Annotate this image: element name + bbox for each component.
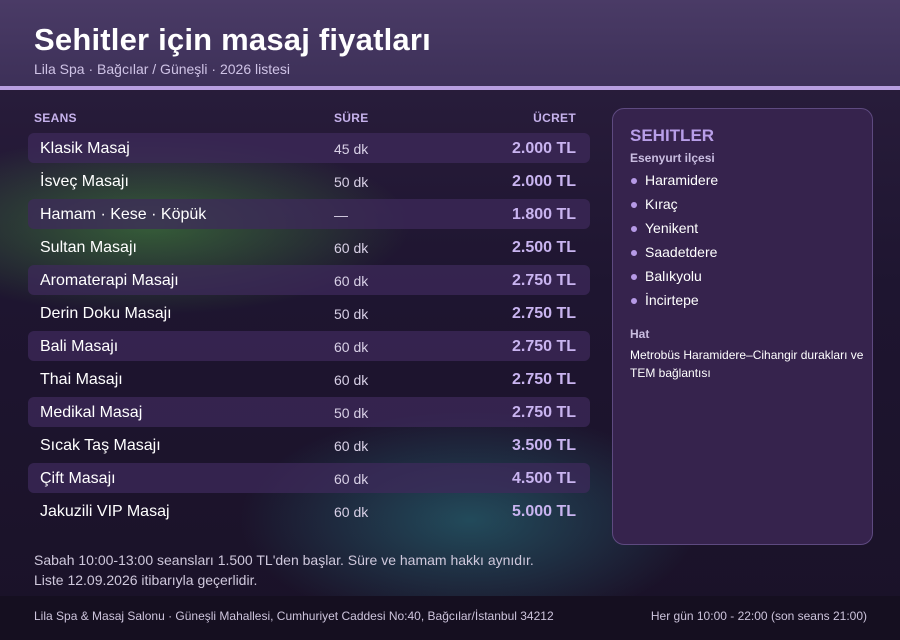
neighborhood-label: Haramidere [645, 172, 719, 188]
bullet-icon [631, 178, 637, 184]
session-duration: 45 dk [334, 141, 369, 157]
footer-address: Lila Spa & Masaj Salonu · Güneşli Mahall… [34, 609, 554, 623]
session-name: Sultan Masajı [40, 239, 137, 256]
table-row: Sıcak Taş Masajı 60 dk 3.500 TL [28, 430, 590, 460]
page-subtitle: Lila Spa · Bağcılar / Güneşli · 2026 lis… [34, 61, 291, 77]
table-row: Hamam · Kese · Köpük — 1.800 TL [28, 199, 590, 229]
validity-note: Liste 12.09.2026 itibarıyla geçerlidir. [34, 572, 258, 588]
session-name: Thai Masajı [40, 371, 123, 388]
table-row: Aromaterapi Masajı 60 dk 2.750 TL [28, 265, 590, 295]
morning-price-note: Sabah 10:00-13:00 seansları 1.500 TL'den… [34, 552, 534, 568]
session-name: Hamam · Kese · Köpük [40, 206, 207, 223]
column-header-price: ÜCRET [533, 111, 576, 125]
panel-title: SEHITLER [630, 126, 715, 145]
session-price: 4.500 TL [511, 470, 576, 487]
bullet-icon [631, 274, 637, 280]
session-duration: 60 dk [334, 339, 369, 355]
session-price: 2.750 TL [511, 371, 576, 388]
bullet-icon [631, 298, 637, 304]
location-panel: SEHITLER Esenyurt ilçesi Haramidere Kıra… [612, 108, 873, 545]
table-row: Sultan Masajı 60 dk 2.500 TL [28, 232, 590, 262]
session-price: 2.750 TL [511, 404, 576, 421]
column-header-session: SEANS [34, 111, 77, 125]
table-row: Derin Doku Masajı 50 dk 2.750 TL [28, 298, 590, 328]
footer-hours: Her gün 10:00 - 22:00 (son seans 21:00) [650, 609, 867, 623]
session-price: 2.750 TL [511, 272, 576, 289]
panel-district: Esenyurt ilçesi [630, 151, 715, 165]
session-price: 1.800 TL [511, 206, 576, 223]
session-name: Klasik Masaj [40, 140, 130, 157]
price-table: Klasik Masaj 45 dk 2.000 TL İsveç Masajı… [28, 133, 590, 529]
session-name: Sıcak Taş Masajı [40, 437, 161, 454]
table-row: Thai Masajı 60 dk 2.750 TL [28, 364, 590, 394]
bullet-icon [631, 226, 637, 232]
session-duration: — [334, 207, 348, 223]
table-row: Çift Masajı 60 dk 4.500 TL [28, 463, 590, 493]
session-price: 2.000 TL [511, 173, 576, 190]
table-row: Jakuzili VIP Masaj 60 dk 5.000 TL [28, 496, 590, 526]
transit-heading: Hat [630, 327, 650, 341]
neighborhood-label: Yenikent [645, 220, 699, 236]
page-header: Sehitler için masaj fiyatları Lila Spa ·… [0, 0, 900, 90]
session-duration: 50 dk [334, 405, 369, 421]
session-name: İsveç Masajı [40, 173, 129, 190]
table-row: Medikal Masaj 50 dk 2.750 TL [28, 397, 590, 427]
neighborhood-label: Kıraç [645, 196, 678, 212]
session-name: Aromaterapi Masajı [40, 272, 179, 289]
bullet-icon [631, 202, 637, 208]
session-duration: 60 dk [334, 273, 369, 289]
table-row: Bali Masajı 60 dk 2.750 TL [28, 331, 590, 361]
session-duration: 60 dk [334, 372, 369, 388]
session-duration: 50 dk [334, 306, 369, 322]
neighborhood-label: Saadetdere [645, 244, 718, 260]
session-price: 2.000 TL [511, 140, 576, 157]
neighborhood-label: İncirtepe [645, 292, 699, 308]
neighborhood-label: Balıkyolu [645, 268, 702, 284]
table-row: İsveç Masajı 50 dk 2.000 TL [28, 166, 590, 196]
session-name: Jakuzili VIP Masaj [40, 503, 170, 520]
session-name: Medikal Masaj [40, 404, 143, 421]
session-duration: 60 dk [334, 438, 369, 454]
table-row: Klasik Masaj 45 dk 2.000 TL [28, 133, 590, 163]
session-price: 5.000 TL [511, 503, 576, 520]
session-price: 2.750 TL [511, 305, 576, 322]
page-footer: Lila Spa & Masaj Salonu · Güneşli Mahall… [0, 596, 900, 640]
session-name: Bali Masajı [40, 338, 119, 355]
column-header-duration: SÜRE [334, 111, 369, 125]
transit-text: Metrobüs Haramidere–Cihangir durakları v… [630, 348, 864, 380]
session-name: Çift Masajı [40, 470, 116, 487]
session-duration: 50 dk [334, 174, 369, 190]
session-duration: 60 dk [334, 471, 369, 487]
session-duration: 60 dk [334, 240, 369, 256]
session-price: 2.750 TL [511, 338, 576, 355]
session-duration: 60 dk [334, 504, 369, 520]
session-price: 3.500 TL [511, 437, 576, 454]
session-price: 2.500 TL [511, 239, 576, 256]
session-name: Derin Doku Masajı [40, 305, 172, 322]
bullet-icon [631, 250, 637, 256]
page-title: Sehitler için masaj fiyatları [34, 22, 431, 57]
